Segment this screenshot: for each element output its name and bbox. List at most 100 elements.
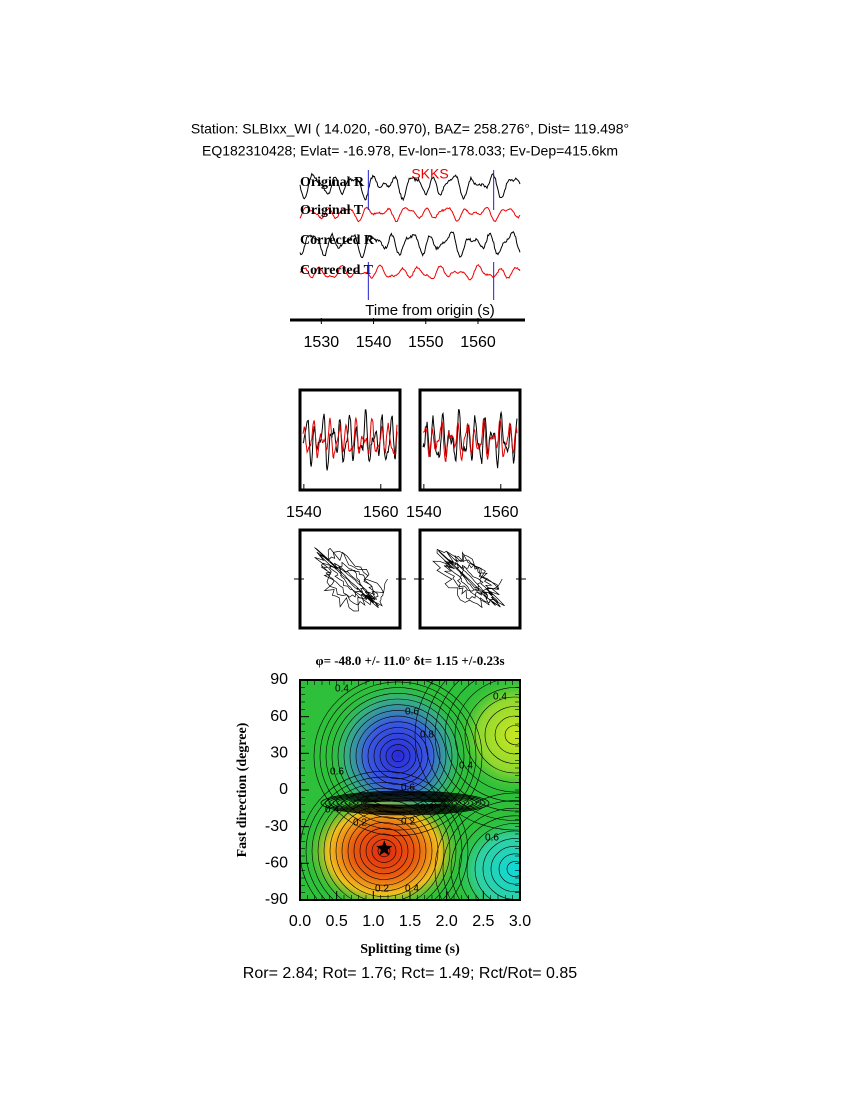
contour (324, 791, 486, 815)
tick-label: 1.5 (399, 913, 421, 930)
contour (424, 680, 520, 821)
contour (313, 680, 483, 837)
footer: Ror= 2.84; Rot= 1.76; Rct= 1.49; Rct/Rot… (243, 965, 578, 982)
tick-label: 1560 (460, 334, 496, 351)
header-line: EQ182310428; Evlat= -16.978, Ev-lon=-178… (202, 143, 618, 159)
waveform (302, 409, 398, 471)
plot-title: φ= -48.0 +/- 11.0° δt= 1.15 +/-0.23s (315, 653, 504, 668)
tick-label: 0.5 (326, 913, 348, 930)
contour (328, 792, 482, 814)
contour (340, 795, 470, 811)
header-line: Station: SLBIxx_WI ( 14.020, -60.970), B… (191, 121, 629, 137)
contour (444, 680, 520, 802)
contour (348, 797, 462, 810)
color-blob (450, 815, 520, 900)
contour (442, 800, 520, 900)
contour (352, 797, 458, 809)
tick-label: -60 (265, 855, 288, 872)
tick-label: 2.0 (436, 913, 458, 930)
tick-label: 90 (270, 671, 288, 688)
axis-label: Time from origin (s) (365, 302, 494, 319)
contour-label: 0.4 (325, 805, 339, 816)
contour (490, 845, 520, 893)
contour (466, 823, 520, 900)
panel-frame (298, 388, 402, 492)
tick-label: 1560 (483, 504, 519, 521)
panel-frame (418, 388, 522, 492)
contour (317, 788, 451, 900)
trace-label: Original T (300, 203, 364, 218)
trace-label: Original R (300, 175, 365, 190)
panel-frame (418, 528, 522, 630)
tick-label: 1530 (304, 334, 340, 351)
contour (434, 792, 520, 900)
tick-label: 1560 (363, 504, 399, 521)
tick-label: 1540 (356, 334, 392, 351)
contour (332, 793, 478, 813)
contour (347, 816, 421, 886)
contour (506, 861, 520, 877)
contour-label: 0.4 (420, 803, 434, 814)
contour-label: 0.4 (493, 692, 507, 703)
contour-label: 0.6 (485, 833, 499, 844)
contour-label: 0.2 (353, 818, 367, 829)
contour (320, 790, 490, 816)
contour (450, 807, 520, 900)
tick-label: 1540 (406, 504, 442, 521)
contour-label: 0.4 (335, 684, 349, 695)
contour (385, 744, 411, 768)
waveform (422, 408, 518, 469)
contour (360, 799, 450, 807)
contour (353, 822, 415, 880)
tick-label: 60 (270, 708, 288, 725)
contour-label: 0.6 (330, 767, 344, 778)
contour (458, 815, 520, 900)
waveform (299, 264, 521, 281)
contour-label: 0.8 (420, 730, 434, 741)
contour-label: 0.2 (401, 817, 415, 828)
contour (336, 794, 474, 812)
tick-label: 1540 (286, 504, 322, 521)
tick-label: 1.0 (362, 913, 384, 930)
panel-frame (298, 528, 402, 630)
contour (300, 770, 469, 900)
tick-label: 30 (270, 745, 288, 762)
waveform (302, 416, 398, 459)
contour (371, 839, 397, 863)
axis-label: Splitting time (s) (360, 942, 460, 957)
waveform (299, 230, 521, 258)
contour (484, 706, 520, 764)
tick-label: 0 (279, 781, 288, 798)
tick-label: -30 (265, 818, 288, 835)
tick-label: 2.5 (472, 913, 494, 930)
contour (356, 798, 454, 808)
trace-label: Corrected T (300, 263, 374, 278)
contour (319, 681, 477, 831)
phase-label: SKKS (411, 166, 448, 182)
contour (311, 782, 457, 900)
contour (504, 725, 520, 745)
contour-map: 0.4 0.6 0.8 0.6 0.6 0.4 0.4 0.4 0.2 0.2 0.6 0.2 0.4 0… (300, 680, 520, 900)
trace-label: Corrected R (300, 233, 375, 248)
contour (359, 827, 409, 875)
contour (498, 853, 520, 885)
axis-label: Fast direction (degree) (235, 722, 250, 857)
contour (494, 715, 520, 755)
contour-label: 0.4 (405, 884, 419, 895)
contour (474, 696, 520, 774)
best-fit-star (376, 840, 393, 856)
contour (414, 680, 520, 831)
contour (361, 721, 435, 791)
contour (379, 738, 417, 774)
contour-label: 0.6 (405, 707, 419, 718)
contour (331, 692, 465, 819)
particle-motion (314, 547, 388, 612)
tick-label: 3.0 (509, 913, 531, 930)
contour (344, 796, 466, 810)
contour-label: 0.4 (459, 761, 473, 772)
waveform (299, 206, 521, 223)
tick-label: 1550 (408, 334, 444, 351)
contour-label: 0.6 (401, 783, 415, 794)
tick-label: 0.0 (289, 913, 311, 930)
contour-label: 0.2 (375, 884, 389, 895)
